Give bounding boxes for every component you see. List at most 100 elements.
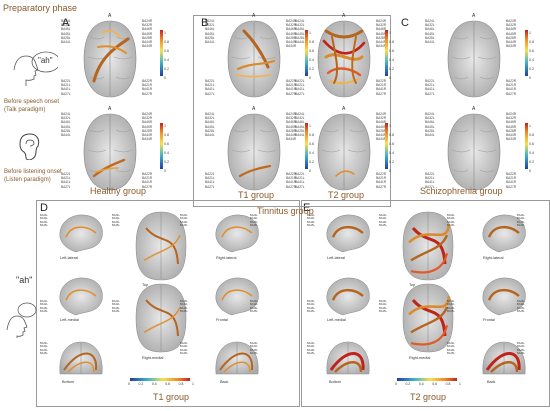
view-label: Bottom [329,380,342,384]
brain-top-view [317,20,371,98]
colorbar [525,123,528,169]
view-label: Bottom [62,380,75,384]
brain-orientation-marker: A [252,106,256,112]
view-label: Left-medial [60,318,79,322]
subgroup-title-t1: T1 group [238,190,275,200]
view-label: Top [409,283,416,287]
area-labels: BA24L BA32L BA46L BA45L [307,300,315,314]
view-label: Back [220,380,229,384]
area-labels: BA24L BA32L BA46L BA45L [379,214,387,228]
left-area-labels: BA24L BA32L BA46L BA45L BA28L BA44L [61,19,71,45]
group-title-e: T2 group [410,392,447,402]
right-area-labels-bottom: BA22R BA21R BA41R BA27R [286,79,297,96]
colorbar-ticks: 1 0.8 0.6 0.4 0.2 0 [309,124,314,173]
brain-view [135,211,187,281]
brain-view [59,214,103,253]
left-area-labels-bottom: BA22L BA21L BA41L BA27L [61,172,71,189]
right-area-labels-bottom: BA22R BA21R BA41R BA27R [376,79,387,96]
left-area-labels: BA24L BA32L BA46L BA45L BA28L BA44L [425,112,435,138]
left-area-labels: BA24L BA32L BA46L BA45L BA28L BA44L [425,19,435,45]
right-area-labels: BA24R BA32R BA46R BA45R BA28R BA44R BA34R [142,19,153,49]
brain-view [215,214,259,253]
right-area-labels: BA24R BA32R BA46R BA45R BA28R BA44R BA34R [142,112,153,142]
brain-orientation-marker: A [472,13,476,19]
subgroup-title-t2: T2 group [328,190,365,200]
left-area-labels-bottom: BA22L BA21L BA41L BA27L [295,172,305,189]
colorbar-ticks: 1 0.8 0.6 0.4 0.2 0 [529,31,534,80]
brain-top-view [83,20,137,98]
area-labels: BA24L BA32L BA46L BA45L [307,342,315,356]
right-area-labels: BA24R BA32R BA46R BA45R BA28R BA44R BA34R [506,112,517,142]
area-labels: BA24L BA32L BA46L BA45L [180,300,188,314]
group-title-schizophrenia: Schizophrenia group [420,186,503,196]
area-labels: BA24L BA32L BA46L BA45L [447,300,455,314]
area-labels: BA24L BA32L BA46L BA45L [40,342,48,356]
brain-top-view [317,113,371,191]
right-area-labels-bottom: BA22R BA21R BA41R BA27R [142,79,153,96]
brain-top-view [227,113,281,191]
view-label: Right-medial [142,356,164,360]
area-labels: BA24L BA32L BA46L BA45L [180,342,188,356]
listen-condition-caption: Before listening onset (Listen paradigm) [4,169,62,183]
colorbar [305,123,308,169]
colorbar-ticks: 1 0.8 0.6 0.4 0.2 0 [389,124,394,173]
speech-bubble-text: "ah" [16,275,33,285]
brain-view [135,283,187,353]
colorbar-ticks: 1 0.8 0.6 0.4 0.2 0 [164,31,169,80]
figure-header: Preparatory phase [3,3,78,13]
right-area-labels-bottom: BA22R BA21R BA41R BA27R [506,79,517,96]
view-label: Frontal [216,318,228,322]
colorbar-ticks: 1 0.8 0.6 0.4 0.2 0 [309,31,314,80]
area-labels: BA24L BA32L BA46L BA45L [517,214,525,228]
area-labels: BA24L BA32L BA46L BA45L [40,300,48,314]
right-area-labels: BA24R BA32R BA46R BA45R BA28R BA44R BA34R [286,19,297,49]
view-label: Left-lateral [327,256,345,260]
left-area-labels: BA24L BA32L BA46L BA45L BA28L BA44L [295,112,305,138]
brain-view [326,277,370,316]
brain-top-view [227,20,281,98]
tinnitus-group-frame [193,15,391,207]
view-label: Right-lateral [216,256,237,260]
colorbar [385,30,388,76]
brain-top-view [83,113,137,191]
colorbar-ticks: 1 0.8 0.6 0.4 0.2 0 [389,31,394,80]
panel-letter-b: B [201,17,209,29]
speaking-head-icon [6,302,37,338]
panel-letter-e: E [303,202,311,214]
speech-condition-caption: Before speech onset (Talk paradigm) [4,99,60,113]
brain-orientation-marker: A [108,13,112,19]
left-area-labels: BA24L BA32L BA46L BA45L BA28L BA44L [205,19,215,45]
right-area-labels: BA24R BA32R BA46R BA45R BA28R BA44R BA34R [506,19,517,49]
area-labels: BA24L BA32L BA46L BA45L [40,214,48,228]
view-label: Left-medial [327,318,346,322]
left-area-labels-bottom: BA22L BA21L BA41L BA27L [61,79,71,96]
area-labels: BA24L BA32L BA46L BA45L [250,214,258,228]
colorbar [305,30,308,76]
brain-orientation-marker: A [252,13,256,19]
left-area-labels-bottom: BA22L BA21L BA41L BA27L [205,172,215,189]
panel-letter-d: D [40,202,48,214]
speech-bubble-text: "ah" [38,56,53,65]
brain-view [482,341,526,375]
view-label: Right-medial [409,356,431,360]
left-area-labels-bottom: BA22L BA21L BA41L BA27L [425,172,435,189]
right-area-labels-bottom: BA22R BA21R BA41R BA27R [506,172,517,189]
left-area-labels: BA24L BA32L BA46L BA45L BA28L BA44L [61,112,71,138]
brain-view [402,283,454,353]
area-labels: BA24L BA32L BA46L BA45L [447,214,455,228]
area-labels: BA24L BA32L BA46L BA45L [379,300,387,314]
colorbar [525,30,528,76]
view-label: Right-lateral [483,256,504,260]
right-area-labels-bottom: BA22R BA21R BA41R BA27R [142,172,153,189]
colorbar-ticks: 0 0.2 0.4 0.6 0.8 1 [395,382,461,386]
brain-orientation-marker: A [108,106,112,112]
colorbar [160,123,163,169]
colorbar [385,123,388,169]
view-label: Back [487,380,496,384]
brain-top-view [447,113,501,191]
left-area-labels-bottom: BA22L BA21L BA41L BA27L [295,79,305,96]
brain-view [482,214,526,253]
area-labels: BA24L BA32L BA46L BA45L [447,342,455,356]
view-label: Frontal [483,318,495,322]
area-labels: BA24L BA32L BA46L BA45L [250,342,258,356]
